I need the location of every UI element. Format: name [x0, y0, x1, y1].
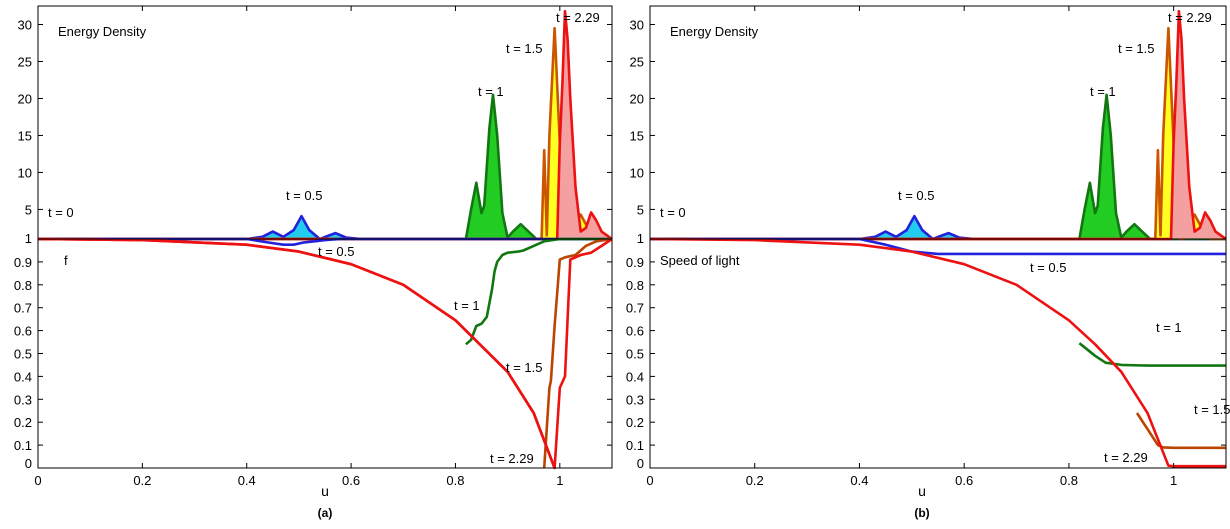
- top-panel-label: Energy Density: [670, 24, 759, 39]
- plot-frame: [37, 5, 613, 469]
- y-tick-label-bottom: 0.4: [626, 369, 644, 384]
- y-tick-label-bottom: 0.7: [14, 301, 32, 316]
- x-tick-label: 0.4: [850, 473, 868, 488]
- y-tick-label-top: 5: [637, 202, 644, 217]
- y-tick-label-top: 10: [18, 165, 32, 180]
- y-tick-label-top: 1: [637, 231, 644, 246]
- energy-line-4: [38, 9, 613, 241]
- energy-line-4: [650, 9, 1227, 241]
- top-series-group: [38, 9, 613, 241]
- energy-line-3: [38, 26, 612, 241]
- bottom-panel-label: f: [64, 253, 68, 268]
- bottom-line-2: [1135, 412, 1226, 450]
- y-tick-label-top: 30: [630, 17, 644, 32]
- y-tick-label-bottom: 0.3: [626, 392, 644, 407]
- y-tick-label-bottom: 0.9: [14, 255, 32, 270]
- panel-caption: (a): [318, 506, 333, 520]
- energy-line-3: [650, 26, 1226, 241]
- bottom-line-4: [37, 237, 556, 469]
- x-tick-label: 1: [556, 473, 563, 488]
- y-tick-label-top: 15: [18, 128, 32, 143]
- x-tick-label: 0.6: [342, 473, 360, 488]
- x-tick-label: 0.8: [1060, 473, 1078, 488]
- y-tick-label-bottom: 0.8: [14, 278, 32, 293]
- top-annotation: t = 1: [1090, 84, 1116, 99]
- y-tick-label-top: 25: [18, 54, 32, 69]
- bottom-series-group: [649, 237, 1226, 468]
- bottom-annotation: t = 2.29: [490, 451, 534, 466]
- top-annotation: t = 1: [478, 84, 504, 99]
- x-tick-label: 0.8: [446, 473, 464, 488]
- y-tick-label-top: 20: [18, 91, 32, 106]
- bottom-line-3: [37, 237, 613, 470]
- energy-line-2: [650, 93, 1226, 241]
- y-tick-label-bottom: 0.7: [626, 301, 644, 316]
- top-panel-label: Energy Density: [58, 24, 147, 39]
- bottom-line-1: [1078, 342, 1226, 367]
- y-tick-label-bottom: 0.1: [14, 438, 32, 453]
- bottom-annotation: t = 1.5: [506, 360, 543, 375]
- y-tick-label-bottom: 0.2: [626, 415, 644, 430]
- y-tick-label-bottom: 0.6: [14, 324, 32, 339]
- x-axis-label: u: [321, 483, 329, 499]
- panel-caption: (b): [914, 506, 929, 520]
- x-axis-label: u: [918, 483, 926, 499]
- y-tick-label-bottom: 0.9: [626, 255, 644, 270]
- y-tick-label-bottom: 0.2: [14, 415, 32, 430]
- x-tick-label: 1: [1170, 473, 1177, 488]
- energy-fill-3: [650, 28, 1226, 240]
- bottom-line-0: [650, 237, 1226, 256]
- top-annotation: t = 2.29: [1168, 10, 1212, 25]
- y-tick-label-bottom: 0: [25, 456, 32, 471]
- y-tick-label-bottom: 0.5: [14, 347, 32, 362]
- y-tick-label-top: 25: [630, 54, 644, 69]
- energy-line-2: [38, 93, 612, 241]
- bottom-annotation: t = 2.29: [1104, 450, 1148, 465]
- x-tick-label: 0.2: [746, 473, 764, 488]
- bottom-line-2: [542, 237, 613, 469]
- bottom-annotation: t = 1: [1156, 320, 1182, 335]
- y-tick-label-top: 15: [630, 128, 644, 143]
- energy-fill-2: [650, 94, 1226, 239]
- top-annotation: t = 1.5: [1118, 41, 1155, 56]
- y-tick-label-bottom: 0.4: [14, 369, 32, 384]
- y-tick-label-bottom: 0: [637, 456, 644, 471]
- bottom-panel-label: Speed of light: [660, 253, 740, 268]
- x-tick-label: 0: [646, 473, 653, 488]
- top-annotation: t = 0: [660, 205, 686, 220]
- y-tick-label-top: 20: [630, 91, 644, 106]
- bottom-annotation: t = 0.5: [1030, 260, 1067, 275]
- top-annotation: t = 0.5: [286, 188, 323, 203]
- bottom-annotation: t = 1: [454, 298, 480, 313]
- y-tick-label-bottom: 0.5: [626, 347, 644, 362]
- energy-fill-3: [38, 28, 612, 240]
- y-tick-label-bottom: 0.6: [626, 324, 644, 339]
- top-annotation: t = 2.29: [556, 10, 600, 25]
- y-tick-label-top: 5: [25, 202, 32, 217]
- x-tick-label: 0.2: [133, 473, 151, 488]
- top-annotation: t = 1.5: [506, 41, 543, 56]
- y-tick-label-bottom: 0.8: [626, 278, 644, 293]
- y-tick-label-top: 30: [18, 17, 32, 32]
- plot-frame: [649, 5, 1227, 469]
- bottom-line-1: [465, 237, 612, 346]
- energy-line-1: [650, 214, 1226, 241]
- energy-fill-2: [38, 94, 612, 239]
- bottom-line-3: [649, 237, 1226, 468]
- bottom-series-group: [37, 237, 613, 470]
- y-tick-label-top: 10: [630, 165, 644, 180]
- x-tick-label: 0.4: [238, 473, 256, 488]
- y-tick-label-bottom: 0.3: [14, 392, 32, 407]
- bottom-line-0: [38, 237, 612, 246]
- energy-line-1: [38, 214, 612, 241]
- bottom-annotation: t = 0.5: [318, 244, 355, 259]
- top-annotation: t = 0: [48, 205, 74, 220]
- y-tick-label-top: 1: [25, 231, 32, 246]
- bottom-annotation: t = 1.5: [1194, 402, 1230, 417]
- top-annotation: t = 0.5: [898, 188, 935, 203]
- x-tick-label: 0: [34, 473, 41, 488]
- y-tick-label-bottom: 0.1: [626, 438, 644, 453]
- x-tick-label: 0.6: [955, 473, 973, 488]
